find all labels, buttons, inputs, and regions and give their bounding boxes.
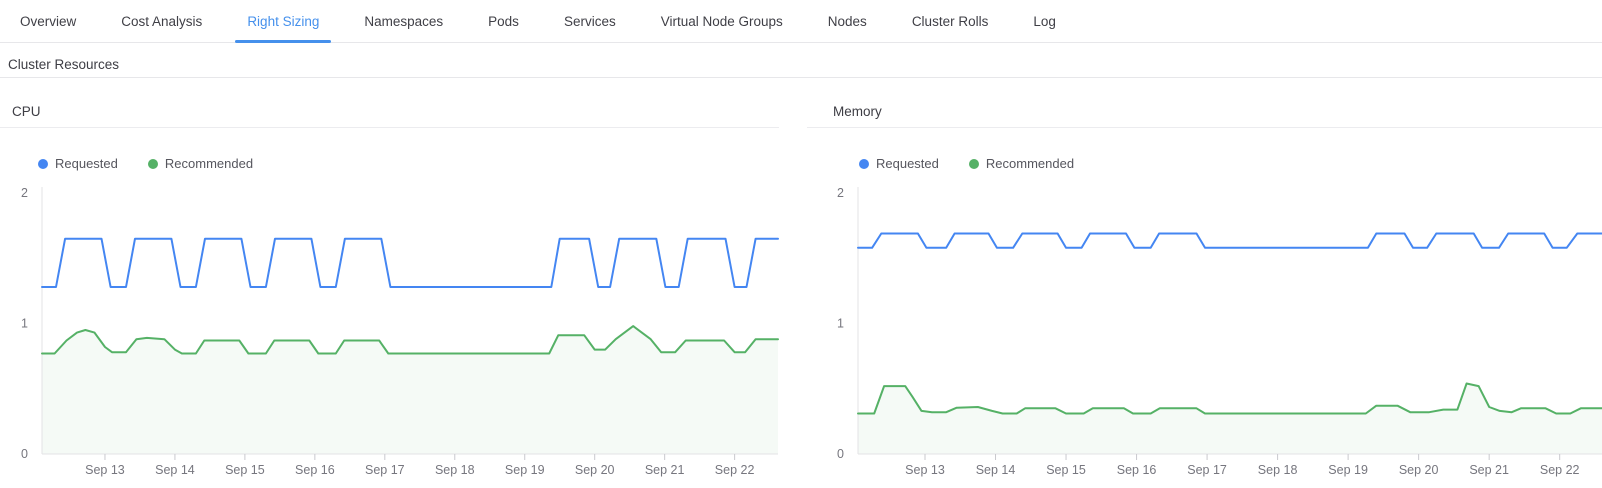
svg-text:Sep 13: Sep 13 — [905, 463, 945, 477]
svg-text:Sep 14: Sep 14 — [976, 463, 1016, 477]
section-title-cluster-resources: Cluster Resources — [8, 57, 120, 72]
svg-text:Sep 18: Sep 18 — [435, 463, 475, 477]
tab-cluster-rolls[interactable]: Cluster Rolls — [912, 0, 989, 43]
svg-text:Sep 16: Sep 16 — [1117, 463, 1157, 477]
memory-chart-title: Memory — [807, 99, 1602, 128]
cpu-chart-legend: Requested Recommended — [38, 156, 253, 171]
legend-label-requested: Requested — [55, 156, 118, 171]
tab-right-sizing[interactable]: Right Sizing — [235, 0, 332, 43]
svg-text:Sep 15: Sep 15 — [225, 463, 265, 477]
svg-text:Sep 21: Sep 21 — [1469, 463, 1509, 477]
cpu-chart-canvas[interactable]: 0 1 2 Sep 13 Sep 14 Sep 15 Sep 16 Sep 17 Sep 18 S… — [0, 182, 779, 478]
svg-text:Sep 14: Sep 14 — [155, 463, 195, 477]
memory-chart-legend: Requested Recommended — [859, 156, 1074, 171]
cpu-chart-title: CPU — [0, 99, 779, 128]
legend-item-requested[interactable]: Requested — [38, 156, 118, 171]
legend-item-recommended[interactable]: Recommended — [968, 156, 1075, 171]
svg-text:Sep 13: Sep 13 — [85, 463, 125, 477]
svg-text:Sep 16: Sep 16 — [295, 463, 335, 477]
cpu-chart-panel: CPU Requested Recommended 0 1 2 Sep 13 Sep 1… — [0, 99, 779, 477]
legend-item-requested[interactable]: Requested — [859, 156, 939, 171]
svg-text:2: 2 — [837, 186, 844, 200]
svg-text:Sep 20: Sep 20 — [1399, 463, 1439, 477]
svg-text:Sep 17: Sep 17 — [365, 463, 405, 477]
tab-overview[interactable]: Overview — [20, 0, 76, 43]
svg-text:Sep 20: Sep 20 — [575, 463, 615, 477]
tab-virtual-node-groups[interactable]: Virtual Node Groups — [661, 0, 783, 43]
legend-item-recommended[interactable]: Recommended — [147, 156, 254, 171]
recommended-series-dot — [968, 158, 979, 169]
legend-label-recommended: Recommended — [164, 156, 254, 171]
svg-text:Sep 19: Sep 19 — [1328, 463, 1368, 477]
svg-text:0: 0 — [21, 447, 28, 461]
tab-nodes[interactable]: Nodes — [828, 0, 867, 43]
svg-text:Sep 17: Sep 17 — [1187, 463, 1227, 477]
svg-text:1: 1 — [837, 317, 844, 331]
svg-text:Sep 22: Sep 22 — [1540, 463, 1580, 477]
svg-text:0: 0 — [837, 447, 844, 461]
section-divider — [0, 77, 1602, 78]
legend-label-recommended: Recommended — [985, 156, 1075, 171]
tab-namespaces[interactable]: Namespaces — [364, 0, 443, 43]
svg-text:Sep 21: Sep 21 — [645, 463, 685, 477]
svg-text:Sep 19: Sep 19 — [505, 463, 545, 477]
tab-bar: Overview Cost Analysis Right Sizing Name… — [0, 0, 1602, 43]
svg-text:Sep 22: Sep 22 — [715, 463, 755, 477]
tab-services[interactable]: Services — [564, 0, 616, 43]
memory-chart-panel: Memory Requested Recommended 0 1 2 Sep 13 Se… — [807, 99, 1602, 477]
memory-chart-canvas[interactable]: 0 1 2 Sep 13 Sep 14 Sep 15 Sep 16 Sep 17 Sep 18 S… — [807, 182, 1602, 478]
requested-series-dot — [859, 158, 869, 169]
tab-pods[interactable]: Pods — [488, 0, 519, 43]
svg-text:2: 2 — [21, 186, 28, 200]
svg-text:Sep 15: Sep 15 — [1046, 463, 1086, 477]
legend-label-requested: Requested — [876, 156, 939, 171]
svg-text:1: 1 — [21, 317, 28, 331]
svg-text:Sep 18: Sep 18 — [1258, 463, 1298, 477]
tab-log[interactable]: Log — [1033, 0, 1056, 43]
requested-series-dot — [38, 158, 48, 169]
recommended-series-dot — [147, 158, 158, 169]
tab-cost-analysis[interactable]: Cost Analysis — [121, 0, 202, 43]
